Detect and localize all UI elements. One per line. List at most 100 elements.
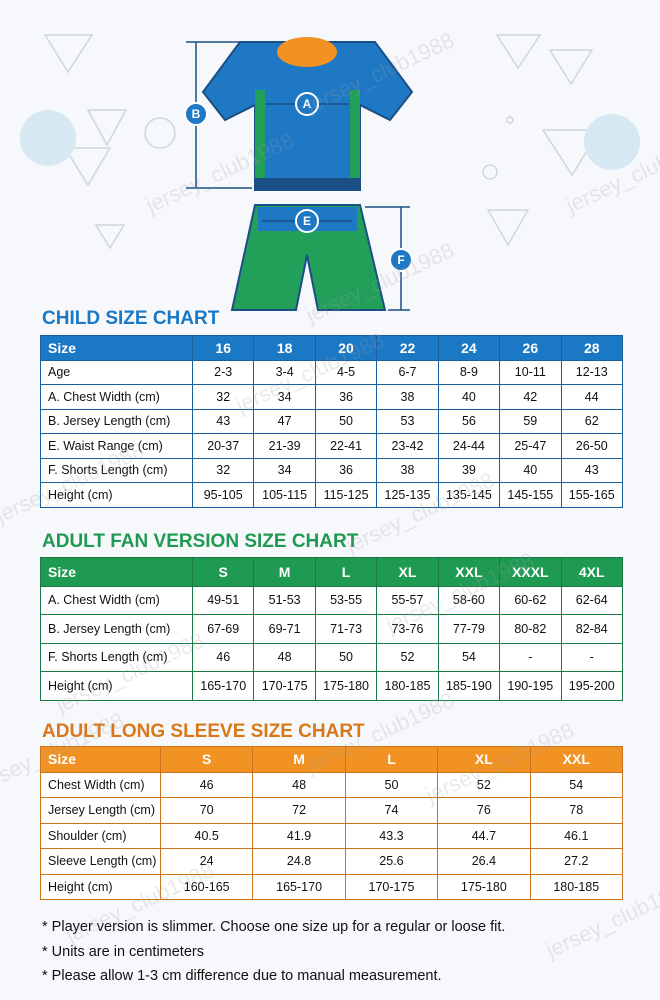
table-cell: 6-7 bbox=[376, 359, 439, 385]
table-row: Height (cm) 160-165 165-170 170-175 175-180 1… bbox=[40, 873, 623, 900]
table-cell: 10-11 bbox=[499, 359, 562, 385]
header-cell: M bbox=[252, 746, 346, 773]
table-cell: 44.7 bbox=[437, 822, 531, 849]
header-cell: 22 bbox=[376, 335, 439, 361]
table-title: CHILD SIZE CHART bbox=[42, 308, 220, 329]
table-cell: 22-41 bbox=[314, 433, 378, 459]
header-cell: XL bbox=[376, 557, 439, 587]
header-cell: 18 bbox=[253, 335, 316, 361]
table-cell: B. Jersey Length (cm) bbox=[40, 408, 193, 434]
table-row: F. Shorts Length (cm) 46 48 50 52 54- - bbox=[40, 642, 623, 672]
table-body: Age 2-3 3-4 4-5 6-7 8-9 10-11 12-13 A. Chest Wid… bbox=[40, 359, 623, 508]
header-cell: S bbox=[159, 746, 254, 773]
table-cell: 72 bbox=[252, 797, 346, 824]
table-cell: A. Chest Width (cm) bbox=[40, 585, 193, 615]
header-cell: 20 bbox=[314, 335, 378, 361]
table-cell: 67-69 bbox=[191, 614, 255, 644]
table-cell: 170-175 bbox=[253, 671, 316, 701]
table-cell: 58-60 bbox=[437, 585, 501, 615]
table-cell: 56 bbox=[437, 408, 501, 434]
table-head: Size S M L XL XXL XXXL 4XL bbox=[40, 557, 623, 587]
table-head: Size S M L XL XXL bbox=[40, 746, 623, 773]
table-cell: 41.9 bbox=[252, 822, 346, 849]
table-cell: A. Chest Width (cm) bbox=[40, 384, 193, 410]
table-cell: 46 bbox=[159, 771, 254, 798]
header-row: Size S M L XL XXL XXXL 4XL bbox=[40, 557, 623, 587]
size-diagram: A B E F bbox=[20, 34, 640, 311]
header-cell: Size bbox=[40, 746, 161, 773]
table-cell: 155-165 bbox=[560, 482, 623, 508]
table-cell: 60-62 bbox=[499, 585, 562, 615]
table-cell: Sleeve Length (cm) bbox=[40, 848, 161, 875]
table-cell: 160-165 bbox=[159, 873, 254, 900]
table-cell: 62-64 bbox=[560, 585, 623, 615]
table-cell: 50 bbox=[314, 408, 378, 434]
header-cell: 16 bbox=[191, 335, 255, 361]
header-cell: 4XL bbox=[560, 557, 623, 587]
size-table: Size S M L XL XXL Chest Width (cm) 46 48 50 52 54 Je… bbox=[40, 746, 623, 900]
table-row: Height (cm) 95-105 105-115 115-125 125-135 13… bbox=[40, 482, 623, 508]
header-row: Size S M L XL XXL bbox=[40, 746, 623, 773]
header-cell: XXL bbox=[529, 746, 623, 773]
table-cell: 43 bbox=[191, 408, 255, 434]
table-row: A. Chest Width (cm) 49-51 51-53 53-55 55-57 5… bbox=[40, 585, 623, 615]
table-title: ADULT FAN VERSION SIZE CHART bbox=[42, 531, 359, 552]
table-cell: 24 bbox=[159, 848, 254, 875]
note: * Units are in centimeters bbox=[42, 943, 204, 960]
table-cell: 55-57 bbox=[376, 585, 439, 615]
table-row: B. Jersey Length (cm) 67-69 69-71 71-73 73-7… bbox=[40, 614, 623, 644]
header-cell: L bbox=[314, 557, 378, 587]
header-cell: M bbox=[253, 557, 316, 587]
table-cell: Height (cm) bbox=[40, 671, 193, 701]
table-cell: - bbox=[499, 642, 562, 672]
table-cell: 40.5 bbox=[159, 822, 254, 849]
table-cell: 54 bbox=[529, 771, 623, 798]
table-cell: 175-180 bbox=[437, 873, 531, 900]
table-cell: 24.8 bbox=[252, 848, 346, 875]
table-row: A. Chest Width (cm) 32 34 36 38 40 42 44 bbox=[40, 384, 623, 410]
table-cell: 26.4 bbox=[437, 848, 531, 875]
table-cell: 190-195 bbox=[499, 671, 562, 701]
table-cell: 52 bbox=[376, 642, 439, 672]
table-cell: 38 bbox=[376, 384, 439, 410]
table-cell: 27.2 bbox=[529, 848, 623, 875]
note: * Please allow 1-3 cm difference due to … bbox=[42, 968, 442, 984]
table-cell: 25-47 bbox=[499, 433, 562, 459]
table-cell: 185-190 bbox=[437, 671, 501, 701]
table-cell: 2-3 bbox=[191, 359, 255, 385]
table-cell: 43.3 bbox=[344, 822, 439, 849]
header-cell: 24 bbox=[437, 335, 501, 361]
table-cell: 38 bbox=[376, 457, 439, 483]
table-cell: 32 bbox=[191, 457, 255, 483]
table-cell: 73-76 bbox=[376, 614, 439, 644]
table-cell: 40 bbox=[437, 384, 501, 410]
table-row: Sleeve Length (cm) 24 24.8 25.6 26.4 27.2 bbox=[40, 848, 623, 875]
table-cell: 12-13 bbox=[560, 359, 623, 385]
table-cell: 165-170 bbox=[191, 671, 255, 701]
table-row: Height (cm) 165-170 170-175 175-180 180-185 1… bbox=[40, 671, 623, 701]
table-cell: 82-84 bbox=[560, 614, 623, 644]
table-row: Chest Width (cm) 46 48 50 52 54 bbox=[40, 771, 623, 798]
table-cell: 53 bbox=[376, 408, 439, 434]
table-cell: 40 bbox=[499, 457, 562, 483]
label-a: A bbox=[303, 97, 312, 111]
table-cell: 77-79 bbox=[437, 614, 501, 644]
table-cell: 44 bbox=[560, 384, 623, 410]
table-cell: Age bbox=[40, 359, 193, 385]
table-cell: 25.6 bbox=[344, 848, 439, 875]
table-cell: 145-155 bbox=[499, 482, 562, 508]
table-cell: 20-37 bbox=[191, 433, 255, 459]
table-cell: 70 bbox=[159, 797, 254, 824]
header-cell: 26 bbox=[499, 335, 562, 361]
table-cell: 125-135 bbox=[376, 482, 439, 508]
table-cell: 34 bbox=[253, 384, 316, 410]
table-cell: 46.1 bbox=[529, 822, 623, 849]
table-cell: Chest Width (cm) bbox=[40, 771, 161, 798]
table-cell: 49-51 bbox=[191, 585, 255, 615]
header-cell: Size bbox=[40, 557, 193, 587]
table-cell: 50 bbox=[314, 642, 378, 672]
table-cell: 24-44 bbox=[437, 433, 501, 459]
size-table: Size S M L XL XXL XXXL 4XL A. Chest Width (cm) 49… bbox=[40, 557, 623, 701]
table-cell: 3-4 bbox=[253, 359, 316, 385]
table-cell: E. Waist Range (cm) bbox=[40, 433, 193, 459]
